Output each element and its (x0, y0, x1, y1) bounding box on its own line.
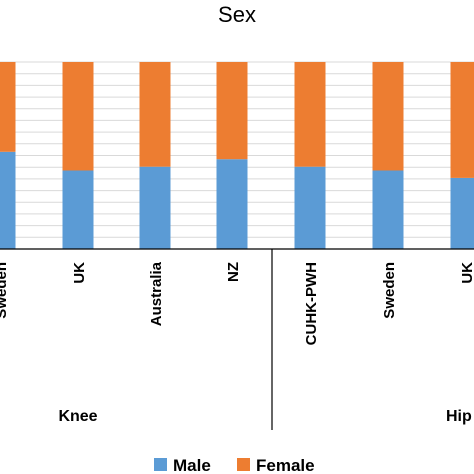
group-label-hip: Hip (446, 408, 472, 425)
bar-female-3 (216, 62, 248, 160)
tick-label: Sweden (0, 262, 10, 319)
category-tick-labels: Sweden UK Australia NZ CUHK-PWH Sweden UK (0, 261, 474, 345)
legend-label-male: Male (173, 456, 211, 474)
bar-male-6 (450, 177, 474, 249)
legend-swatch-female (237, 458, 250, 471)
bar-female-1 (62, 62, 94, 171)
tick-label: Sweden (381, 262, 398, 319)
legend: Male Female (154, 456, 315, 474)
tick-label: CUHK-PWH (303, 262, 320, 345)
bar-male-4 (294, 166, 326, 249)
bar-female-0 (0, 62, 16, 152)
tick-label: UK (71, 262, 88, 284)
bar-male-2 (139, 166, 171, 249)
tick-label: NZ (225, 262, 242, 282)
bar-male-3 (216, 159, 248, 249)
group-labels: Knee Hip (58, 408, 472, 425)
group-label-knee: Knee (58, 408, 97, 425)
bar-female-6 (450, 62, 474, 178)
bar-male-5 (372, 170, 404, 249)
bar-male-1 (62, 170, 94, 249)
tick-label: UK (459, 262, 474, 284)
chart-title: Sex (218, 2, 256, 27)
legend-label-female: Female (256, 456, 315, 474)
bar-male-0 (0, 151, 16, 249)
bars (0, 62, 474, 249)
bar-female-2 (139, 62, 171, 167)
bar-female-4 (294, 62, 326, 167)
legend-swatch-male (154, 458, 167, 471)
bar-female-5 (372, 62, 404, 171)
tick-label: Australia (148, 261, 165, 326)
